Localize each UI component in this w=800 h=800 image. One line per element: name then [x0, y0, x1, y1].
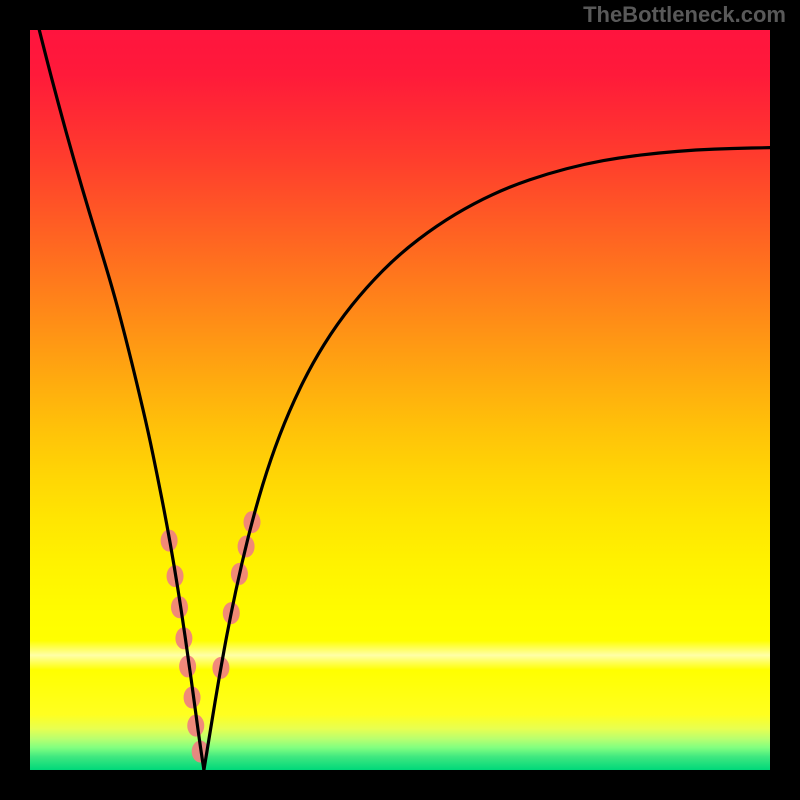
chart-root: TheBottleneck.com: [0, 0, 800, 800]
attribution-text: TheBottleneck.com: [583, 2, 786, 27]
chart-svg: TheBottleneck.com: [0, 0, 800, 800]
